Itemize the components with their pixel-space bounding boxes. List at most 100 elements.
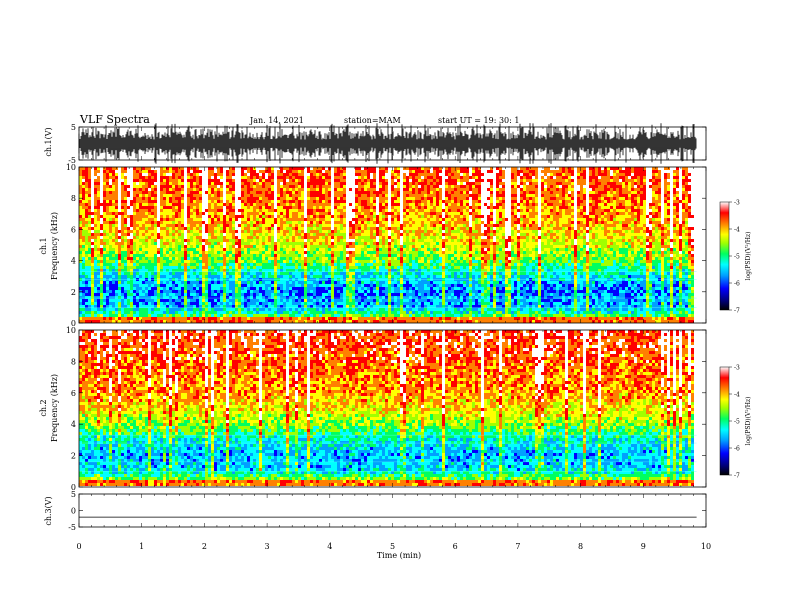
spectrogram-cell <box>661 170 664 173</box>
spectrogram-cell <box>319 215 322 218</box>
spectrogram-cell <box>658 233 661 236</box>
spectrogram-cell <box>418 206 421 209</box>
spectrogram-cell <box>418 176 421 179</box>
spectrogram-cell <box>127 227 130 230</box>
spectrogram-cell <box>340 218 343 221</box>
spectrogram-cell <box>658 197 661 200</box>
spectrogram-cell <box>568 203 571 206</box>
spectrogram-cell <box>427 176 430 179</box>
spectrogram-cell <box>376 197 379 200</box>
spectrogram-cell <box>571 179 574 182</box>
spectrogram-cell <box>268 227 271 230</box>
spectrogram-cell <box>628 200 631 203</box>
spectrogram-cell <box>535 182 538 185</box>
spectrogram-cell <box>271 203 274 206</box>
spectrogram-cell <box>361 230 364 233</box>
spectrogram-cell <box>613 227 616 230</box>
spectrogram-cell <box>190 209 193 212</box>
spectrogram-cell <box>109 218 112 221</box>
spectrogram-cell <box>103 185 106 188</box>
spectrogram-cell <box>235 224 238 227</box>
spectrogram-cell <box>310 185 313 188</box>
spectrogram-cell <box>133 185 136 188</box>
spectrogram-cell <box>109 200 112 203</box>
spectrogram-cell <box>151 197 154 200</box>
spectrogram-cell <box>172 188 175 191</box>
spectrogram-cell <box>295 182 298 185</box>
spectrogram-cell <box>619 197 622 200</box>
spectrogram-cell <box>286 176 289 179</box>
spectrogram-cell <box>133 233 136 236</box>
spectrogram-cell <box>547 170 550 173</box>
spectrogram-cell <box>361 191 364 194</box>
spectrogram-cell <box>526 206 529 209</box>
spectrogram-cell <box>85 218 88 221</box>
spectrogram-cell <box>376 206 379 209</box>
spectrogram-cell <box>241 218 244 221</box>
spectrogram-cell <box>472 182 475 185</box>
spectrogram-cell <box>109 191 112 194</box>
spectrogram-cell <box>511 206 514 209</box>
spectrogram-cell <box>463 233 466 236</box>
spectrogram-cell <box>133 206 136 209</box>
spectrogram-cell <box>79 209 82 212</box>
spectrogram-cell <box>394 185 397 188</box>
spectrogram-cell <box>292 209 295 212</box>
spectrogram-cell <box>133 209 136 212</box>
spectrogram-cell <box>451 167 454 170</box>
spectrogram-cell <box>118 221 121 224</box>
spectrogram-cell <box>130 209 133 212</box>
spectrogram-cell <box>103 173 106 176</box>
spectrogram-cell <box>667 179 670 182</box>
spectrogram-cell <box>619 176 622 179</box>
spectrogram-cell <box>127 215 130 218</box>
spectrogram-cell <box>403 227 406 230</box>
spectrogram-cell <box>154 191 157 194</box>
spectrogram-cell <box>475 170 478 173</box>
spectrogram-cell <box>691 182 694 185</box>
spectrogram-cell <box>691 179 694 182</box>
spectrogram-cell <box>112 173 115 176</box>
spectrogram-cell <box>382 176 385 179</box>
spectrogram-cell <box>355 227 358 230</box>
spectrogram-cell <box>433 176 436 179</box>
spectrogram-cell <box>427 179 430 182</box>
spectrogram-cell <box>592 173 595 176</box>
spectrogram-cell <box>343 173 346 176</box>
spectrogram-cell <box>178 230 181 233</box>
spectrogram-cell <box>478 236 481 239</box>
spectrogram-cell <box>646 191 649 194</box>
spectrogram-cell <box>118 167 121 170</box>
spectrogram-cell <box>637 176 640 179</box>
spectrogram-cell <box>325 191 328 194</box>
spectrogram-cell <box>232 176 235 179</box>
spectrogram-cell <box>145 182 148 185</box>
spectrogram-cell <box>571 185 574 188</box>
spectrogram-cell <box>430 206 433 209</box>
spectrogram-cell <box>577 194 580 197</box>
spectrogram-cell <box>688 176 691 179</box>
spectrogram-cell <box>430 188 433 191</box>
spectrogram-cell <box>595 182 598 185</box>
spectrogram-cell <box>589 218 592 221</box>
spectrogram-cell <box>583 227 586 230</box>
spectrogram-cell <box>298 197 301 200</box>
spectrogram-cell <box>634 167 637 170</box>
spectrogram-cell <box>637 170 640 173</box>
spectrogram-cell <box>253 173 256 176</box>
spectrogram-cell <box>349 173 352 176</box>
spectrogram-cell <box>424 209 427 212</box>
spectrogram-cell <box>217 188 220 191</box>
spectrogram-cell <box>499 194 502 197</box>
spectrogram-cell <box>190 200 193 203</box>
spectrogram-cell <box>634 179 637 182</box>
spectrogram-cell <box>319 212 322 215</box>
spectrogram-cell <box>172 176 175 179</box>
spectrogram-cell <box>79 221 82 224</box>
spectrogram-cell <box>574 233 577 236</box>
spectrogram-cell <box>280 209 283 212</box>
spectrogram-cell <box>424 215 427 218</box>
spectrogram-cell <box>166 224 169 227</box>
spectrogram-cell <box>256 176 259 179</box>
spectrogram-cell <box>202 170 205 173</box>
